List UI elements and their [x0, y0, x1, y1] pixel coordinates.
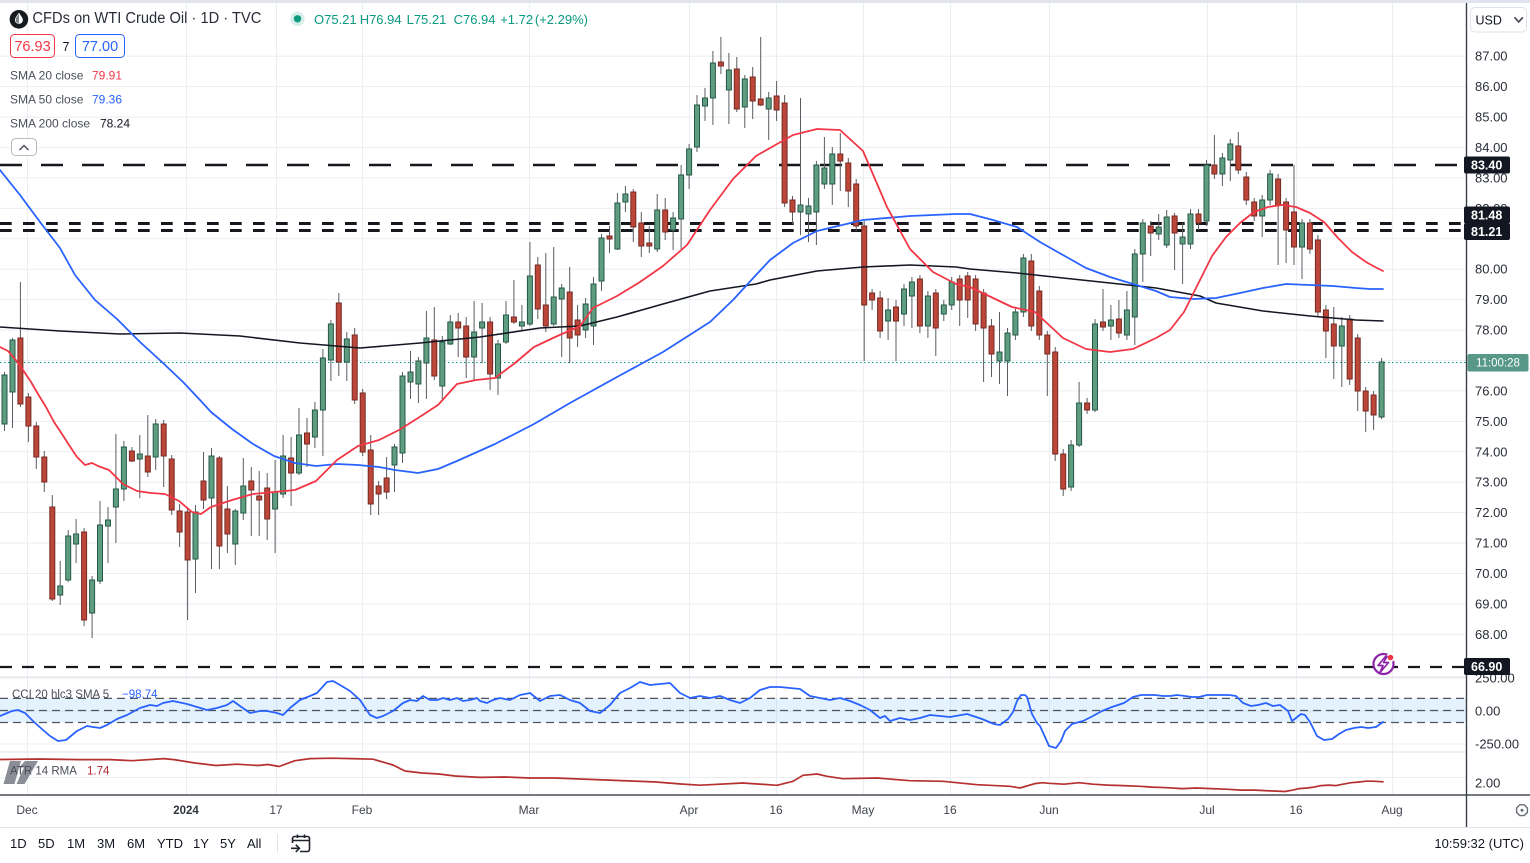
svg-text:SMA 200 close: SMA 200 close — [10, 116, 90, 130]
svg-text:Jun: Jun — [1039, 803, 1058, 817]
svg-text:USD: USD — [1476, 13, 1502, 27]
svg-text:(+2.29%): (+2.29%) — [535, 12, 588, 27]
svg-text:78.00: 78.00 — [1475, 323, 1508, 338]
svg-text:Feb: Feb — [352, 803, 373, 817]
svg-text:Jul: Jul — [1199, 803, 1214, 817]
svg-text:−98.74: −98.74 — [122, 689, 158, 701]
svg-text:16: 16 — [943, 803, 957, 817]
svg-text:ATR 14 RMA: ATR 14 RMA — [10, 765, 77, 777]
svg-text:66.90: 66.90 — [1471, 660, 1502, 674]
svg-text:79.00: 79.00 — [1475, 292, 1508, 307]
svg-text:81.48: 81.48 — [1471, 209, 1502, 223]
svg-text:78.24: 78.24 — [100, 116, 130, 130]
svg-text:Aug: Aug — [1381, 803, 1402, 817]
svg-text:79.91: 79.91 — [92, 68, 122, 82]
svg-text:SMA 50 close: SMA 50 close — [10, 92, 84, 106]
svg-text:1D: 1D — [10, 836, 27, 851]
svg-text:0.00: 0.00 — [1475, 704, 1500, 719]
svg-text:Apr: Apr — [680, 803, 699, 817]
svg-text:SMA 20 close: SMA 20 close — [10, 68, 84, 82]
svg-text:2024: 2024 — [173, 805, 199, 817]
svg-text:80.00: 80.00 — [1475, 262, 1508, 277]
svg-text:1.74: 1.74 — [87, 765, 110, 777]
svg-text:All: All — [247, 836, 262, 851]
svg-text:75.00: 75.00 — [1475, 414, 1508, 429]
svg-text:5D: 5D — [38, 836, 55, 851]
svg-text:10:59:32 (UTC): 10:59:32 (UTC) — [1434, 836, 1524, 851]
svg-text:72.00: 72.00 — [1475, 505, 1508, 520]
svg-text:11:00:28: 11:00:28 — [1476, 358, 1520, 370]
svg-text:Dec: Dec — [16, 803, 37, 817]
svg-text:85.00: 85.00 — [1475, 110, 1508, 125]
svg-text:86.00: 86.00 — [1475, 79, 1508, 94]
svg-text:1M: 1M — [67, 836, 85, 851]
svg-text:+1.72: +1.72 — [500, 12, 533, 27]
svg-text:79.36: 79.36 — [92, 92, 122, 106]
svg-text:71.00: 71.00 — [1475, 536, 1508, 551]
svg-text:5Y: 5Y — [220, 836, 236, 851]
svg-text:L75.21: L75.21 — [407, 12, 447, 27]
svg-text:83.40: 83.40 — [1471, 159, 1502, 173]
svg-text:81.21: 81.21 — [1471, 225, 1502, 239]
svg-text:83.00: 83.00 — [1475, 170, 1508, 185]
svg-text:69.00: 69.00 — [1475, 596, 1508, 611]
svg-text:73.00: 73.00 — [1475, 475, 1508, 490]
svg-text:68.00: 68.00 — [1475, 627, 1508, 642]
svg-text:YTD: YTD — [157, 836, 183, 851]
svg-text:16: 16 — [1289, 803, 1303, 817]
svg-text:3M: 3M — [97, 836, 115, 851]
svg-text:74.00: 74.00 — [1475, 444, 1508, 459]
svg-text:1Y: 1Y — [193, 836, 209, 851]
svg-text:-250.00: -250.00 — [1475, 737, 1519, 752]
svg-text:87.00: 87.00 — [1475, 49, 1508, 64]
svg-text:17: 17 — [269, 803, 283, 817]
svg-text:CCI 20 hlc3 SMA 5: CCI 20 hlc3 SMA 5 — [12, 689, 109, 701]
svg-text:70.00: 70.00 — [1475, 566, 1508, 581]
svg-text:H76.94: H76.94 — [360, 12, 402, 27]
svg-text:CFDs on WTI Crude Oil · 1D · T: CFDs on WTI Crude Oil · 1D · TVC — [32, 10, 261, 27]
svg-text:May: May — [852, 803, 875, 817]
svg-text:2.00: 2.00 — [1475, 776, 1500, 791]
svg-text:6M: 6M — [127, 836, 145, 851]
svg-text:7: 7 — [63, 40, 70, 54]
svg-text:76.93: 76.93 — [14, 39, 50, 55]
svg-text:16: 16 — [769, 803, 783, 817]
svg-text:Mar: Mar — [519, 803, 540, 817]
svg-text:C76.94: C76.94 — [454, 12, 496, 27]
svg-text:76.00: 76.00 — [1475, 383, 1508, 398]
svg-text:O75.21: O75.21 — [314, 12, 357, 27]
svg-text:84.00: 84.00 — [1475, 140, 1508, 155]
svg-text:77.00: 77.00 — [82, 39, 118, 55]
